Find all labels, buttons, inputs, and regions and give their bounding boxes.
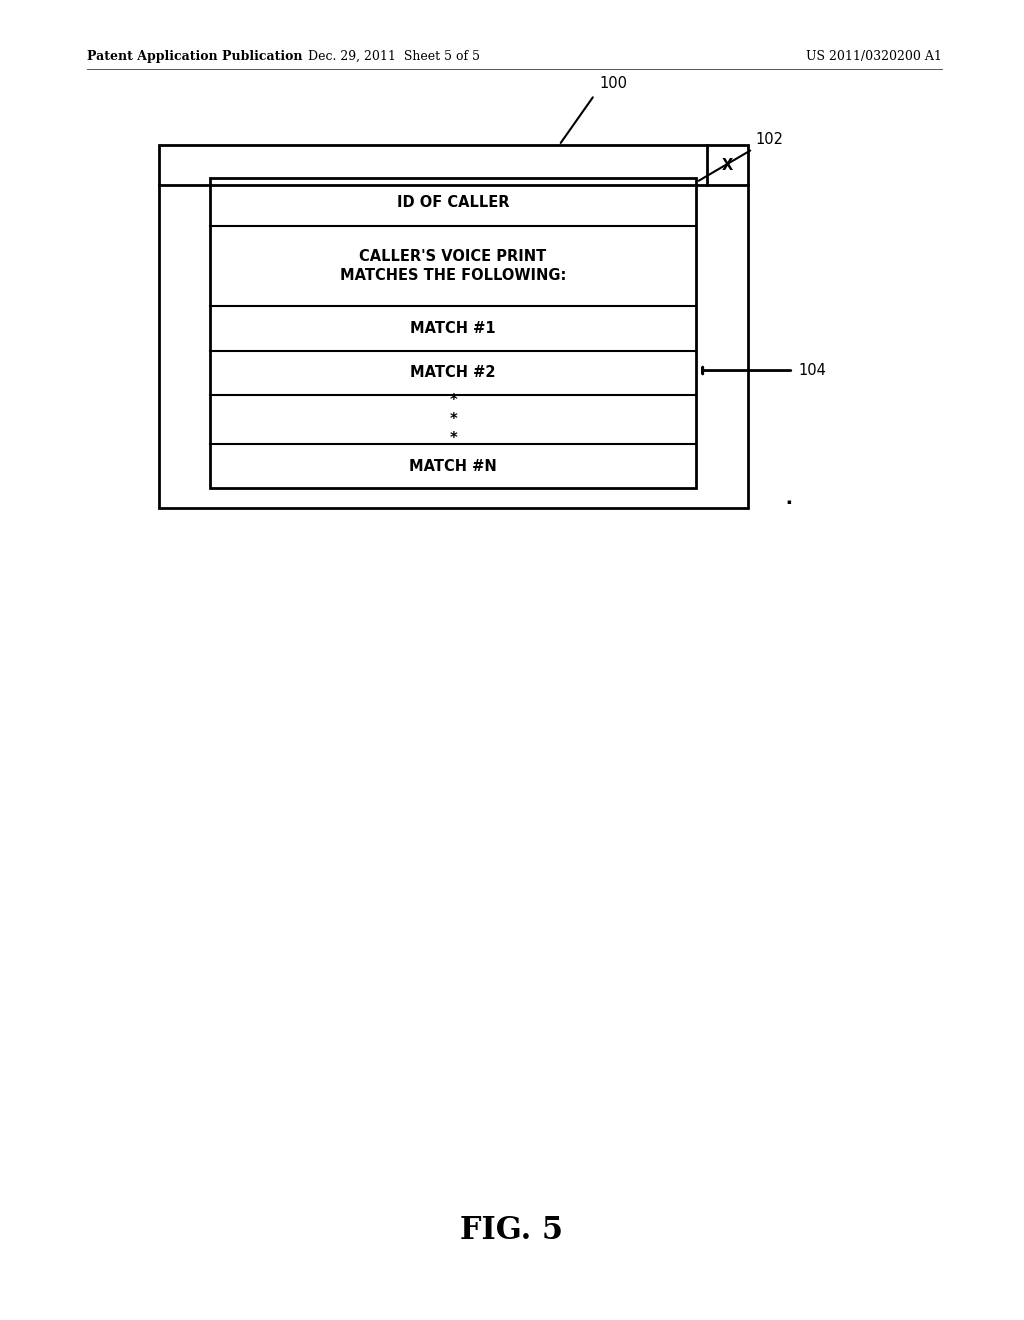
Text: 104: 104 <box>799 363 826 378</box>
Text: US 2011/0320200 A1: US 2011/0320200 A1 <box>806 50 942 63</box>
Text: ID OF CALLER: ID OF CALLER <box>397 194 509 210</box>
Text: MATCH #1: MATCH #1 <box>411 321 496 337</box>
Text: *
*
*: * * * <box>450 393 457 446</box>
Text: 102: 102 <box>756 132 783 147</box>
Text: Patent Application Publication: Patent Application Publication <box>87 50 302 63</box>
Text: CALLER'S VOICE PRINT
MATCHES THE FOLLOWING:: CALLER'S VOICE PRINT MATCHES THE FOLLOWI… <box>340 249 566 282</box>
Text: ▪: ▪ <box>786 499 791 504</box>
Bar <box>210 178 696 488</box>
Text: X: X <box>722 157 732 173</box>
Text: MATCH #2: MATCH #2 <box>411 366 496 380</box>
Bar <box>159 145 748 508</box>
Text: 100: 100 <box>600 77 628 91</box>
Text: MATCH #N: MATCH #N <box>410 459 497 474</box>
Text: FIG. 5: FIG. 5 <box>461 1214 563 1246</box>
Text: Dec. 29, 2011  Sheet 5 of 5: Dec. 29, 2011 Sheet 5 of 5 <box>308 50 480 63</box>
